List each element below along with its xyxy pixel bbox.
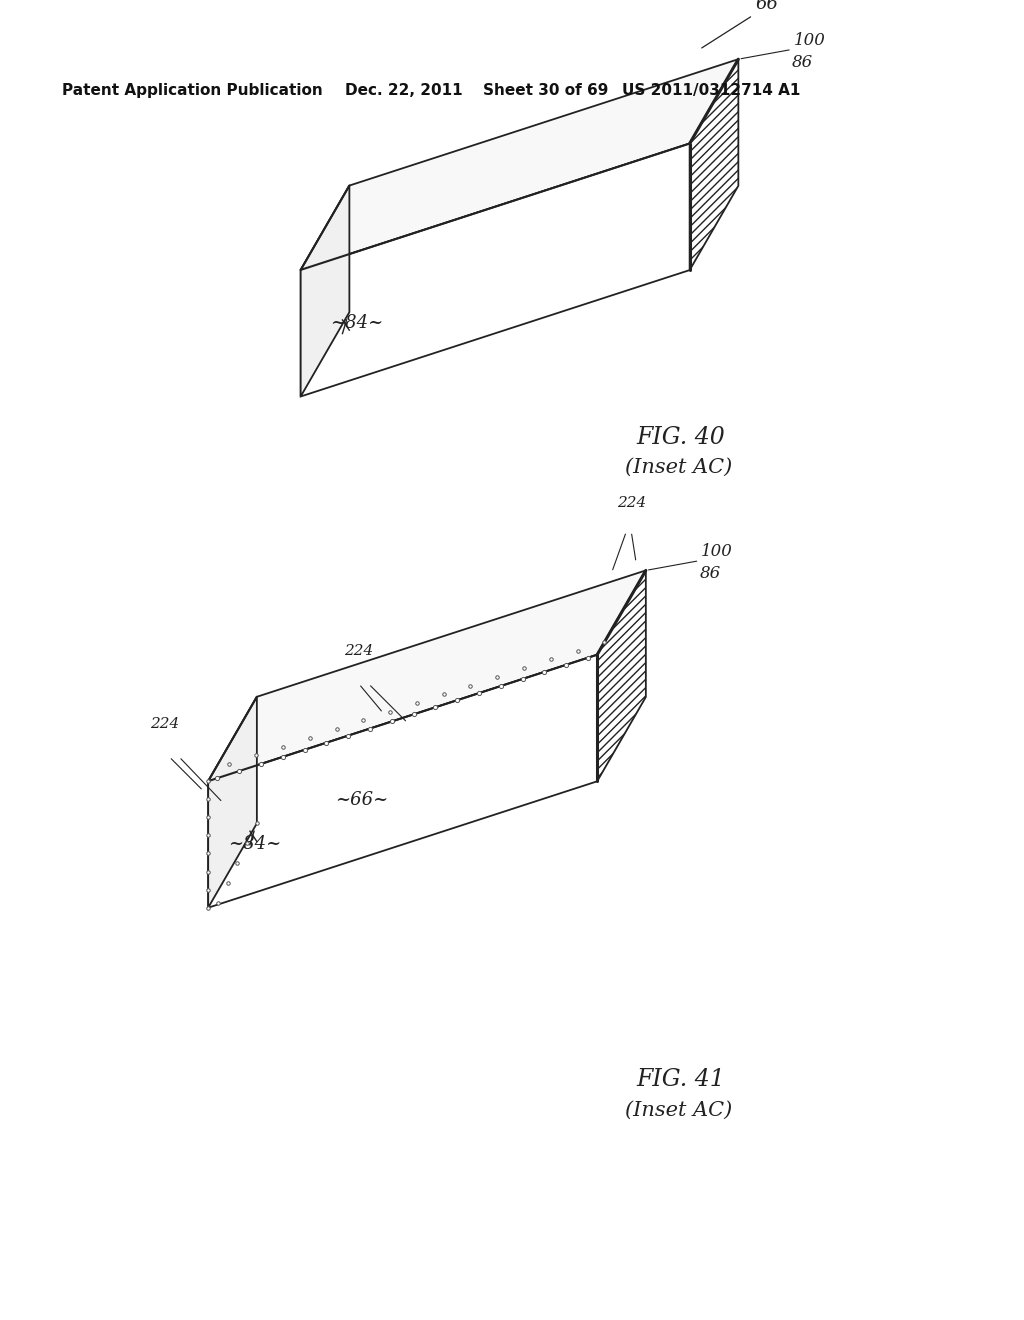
Text: ~66~: ~66~ (335, 792, 388, 809)
Polygon shape (208, 570, 646, 781)
Text: FIG. 40: FIG. 40 (637, 425, 725, 449)
Text: 224: 224 (150, 717, 179, 730)
Text: 86: 86 (699, 565, 721, 582)
Text: ~84~: ~84~ (227, 836, 281, 853)
Polygon shape (208, 697, 257, 908)
Text: ~84~: ~84~ (330, 314, 383, 333)
Text: Sheet 30 of 69: Sheet 30 of 69 (482, 83, 608, 98)
Text: Dec. 22, 2011: Dec. 22, 2011 (344, 83, 462, 98)
Text: Patent Application Publication: Patent Application Publication (62, 83, 323, 98)
Text: (Inset AC): (Inset AC) (625, 1101, 732, 1119)
Text: 224: 224 (616, 496, 646, 510)
Text: 66: 66 (756, 0, 779, 13)
Text: 100: 100 (794, 32, 825, 49)
Polygon shape (689, 59, 738, 271)
Text: US 2011/0312714 A1: US 2011/0312714 A1 (622, 83, 801, 98)
Polygon shape (208, 655, 597, 908)
Polygon shape (301, 144, 689, 396)
Polygon shape (597, 570, 646, 781)
Polygon shape (301, 186, 349, 396)
Text: 86: 86 (792, 54, 813, 71)
Polygon shape (301, 59, 738, 269)
Text: (Inset AC): (Inset AC) (625, 458, 732, 477)
Text: 100: 100 (701, 543, 733, 560)
Text: 224: 224 (344, 644, 374, 657)
Text: FIG. 41: FIG. 41 (637, 1068, 725, 1092)
